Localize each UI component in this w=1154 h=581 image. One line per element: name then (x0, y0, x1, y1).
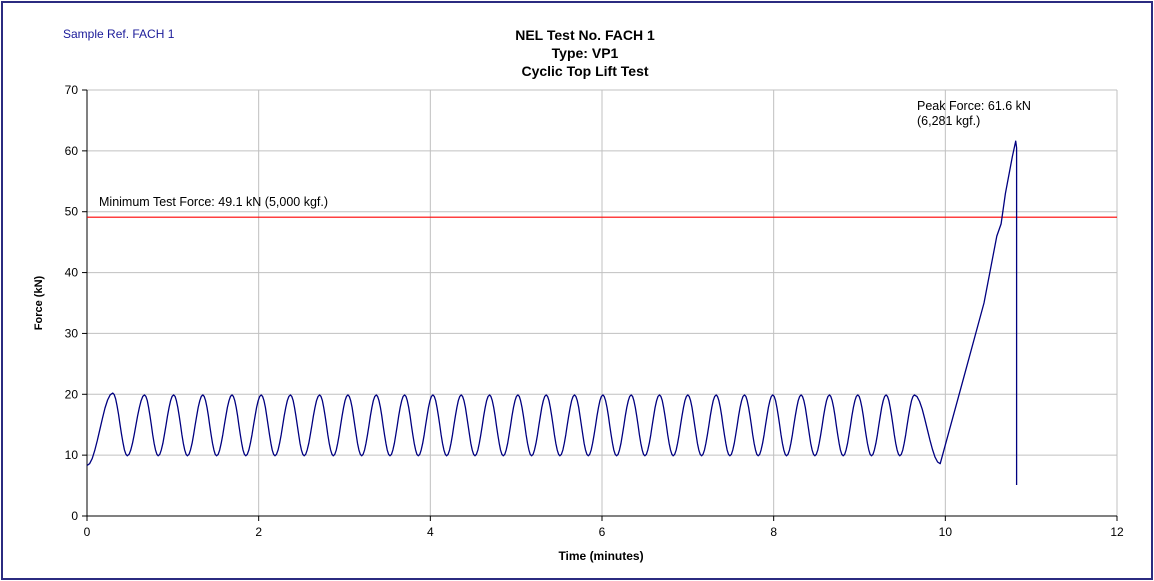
x-axis-label: Time (minutes) (558, 549, 643, 563)
y-tick-label: 30 (65, 326, 79, 340)
y-tick-label: 40 (65, 266, 79, 280)
force-time-chart: Sample Ref. FACH 1 NEL Test No. FACH 1 T… (33, 27, 1124, 563)
x-tick-label: 10 (939, 525, 953, 539)
x-tick-label: 12 (1110, 525, 1124, 539)
series-force-trace-line (86, 140, 1018, 485)
chart-title-line-1: NEL Test No. FACH 1 (515, 27, 655, 43)
y-tick-label: 50 (65, 205, 79, 219)
x-tick-label: 0 (84, 525, 91, 539)
y-tick-label: 0 (71, 509, 78, 523)
series-group (86, 140, 1117, 485)
x-tick-label: 4 (427, 525, 434, 539)
y-axis-label: Force (kN) (33, 275, 45, 330)
y-tick-label: 20 (65, 387, 79, 401)
y-tick-label: 70 (65, 83, 79, 97)
chart-title-line-2: Type: VP1 (552, 45, 619, 61)
tick-labels: 0 10 20 30 40 50 60 70 0 2 4 6 8 10 12 (65, 83, 1124, 539)
x-tick-label: 2 (255, 525, 262, 539)
y-tick-label: 60 (65, 144, 79, 158)
chart-title-line-3: Cyclic Top Lift Test (521, 63, 648, 79)
axes (82, 89, 1118, 521)
peak-force-annotation-line-2: (6,281 kgf.) (917, 114, 980, 128)
x-tick-label: 8 (770, 525, 777, 539)
gridlines (87, 89, 1118, 516)
peak-force-annotation-line-1: Peak Force: 61.6 kN (917, 99, 1031, 113)
min-force-annotation: Minimum Test Force: 49.1 kN (5,000 kgf.) (99, 195, 328, 209)
x-tick-label: 6 (599, 525, 606, 539)
y-tick-label: 10 (65, 448, 79, 462)
sample-ref: Sample Ref. FACH 1 (63, 27, 175, 41)
